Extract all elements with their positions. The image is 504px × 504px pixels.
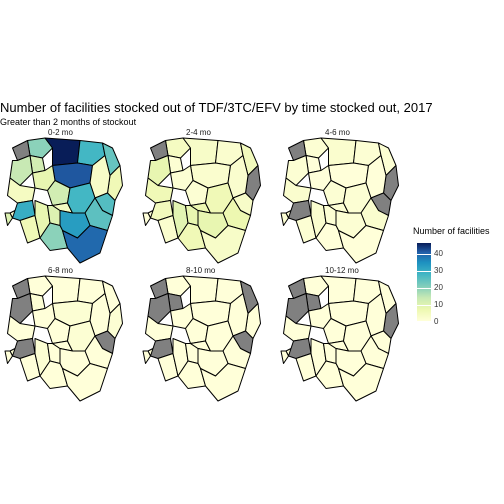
- region-kongo-central: [280, 212, 289, 226]
- facet-map-5: [142, 275, 261, 402]
- legend-tick-label: 40: [434, 249, 443, 258]
- region-bas-uele: [44, 275, 81, 304]
- region-haut-katanga: [200, 363, 246, 402]
- legend-tick-label: 20: [434, 283, 443, 292]
- legend-tick-label: 0: [434, 317, 439, 326]
- facet-label-6: 10-12 mo: [325, 266, 359, 275]
- region-bas-uele: [320, 137, 357, 166]
- legend-title: Number of facilities: [413, 226, 490, 236]
- facet-map-3: [280, 137, 399, 264]
- facet-label-3: 4-6 mo: [325, 128, 350, 137]
- legend-tickmark: [417, 288, 431, 289]
- legend-tickmark: [417, 305, 431, 306]
- region-haut-katanga: [338, 225, 384, 264]
- region-kongo-central: [4, 212, 13, 226]
- legend-tick-label: 10: [434, 300, 443, 309]
- legend-colorbar: [417, 243, 431, 321]
- facet-map-1: [4, 137, 123, 264]
- facet-label-5: 8-10 mo: [186, 266, 216, 275]
- region-haut-katanga: [62, 225, 108, 264]
- region-haut-katanga: [338, 363, 384, 402]
- region-bas-uele: [182, 275, 219, 304]
- region-bas-uele: [182, 137, 219, 166]
- facet-label-1: 0-2 mo: [48, 128, 73, 137]
- region-haut-katanga: [200, 225, 246, 264]
- chart-title: Number of facilities stocked out of TDF/…: [0, 100, 433, 115]
- facet-map-6: [280, 275, 399, 402]
- region-kongo-central: [4, 350, 13, 364]
- legend-tickmark: [417, 254, 431, 255]
- legend-tick-label: 30: [434, 266, 443, 275]
- region-bas-uele: [320, 275, 357, 304]
- region-kongo-central: [280, 350, 289, 364]
- chart-subtitle: Greater than 2 months of stockout: [0, 117, 137, 127]
- region-kongo-central: [142, 350, 151, 364]
- region-bas-uele: [44, 137, 81, 166]
- region-haut-katanga: [62, 363, 108, 402]
- facet-map-2: [142, 137, 261, 264]
- legend-tickmark: [417, 271, 431, 272]
- facet-label-4: 6-8 mo: [48, 266, 73, 275]
- region-kongo-central: [142, 212, 151, 226]
- facet-map-4: [4, 275, 123, 402]
- facet-label-2: 2-4 mo: [186, 128, 211, 137]
